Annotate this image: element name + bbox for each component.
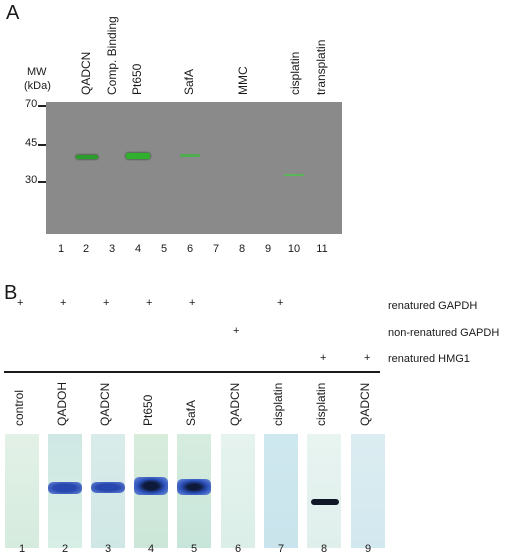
lane-number: 4 xyxy=(134,243,142,255)
lane-label-qadoh: QADOH xyxy=(55,381,69,426)
mw-unit-label: (kDa) xyxy=(24,80,51,92)
condition-renatured-hmg1: renatured HMG1 xyxy=(388,353,470,365)
panel-b-letter: B xyxy=(4,282,18,304)
lane-number: 4 xyxy=(147,543,155,555)
lane-number: 5 xyxy=(160,243,168,255)
blot-band-lane-6 xyxy=(180,154,200,157)
blot-band-lane-2 xyxy=(76,155,98,159)
gel-strip-4 xyxy=(134,434,168,548)
gel-strip-5 xyxy=(177,434,211,548)
lane-number: 2 xyxy=(82,243,90,255)
lane-number: 7 xyxy=(212,243,220,255)
gel-strip-3 xyxy=(91,434,125,548)
blot-band-lane-4 xyxy=(126,153,150,159)
lane-label-qadcn: QADCN xyxy=(358,382,372,426)
plus-sign: + xyxy=(17,297,24,309)
plus-sign: + xyxy=(146,297,153,309)
lane-label-cisplatin: cisplatin xyxy=(314,382,328,426)
mw-tick-70: 70 xyxy=(25,98,38,110)
condition-renatured-gapdh: renatured GAPDH xyxy=(388,300,478,312)
mw-tick-30: 30 xyxy=(25,174,38,186)
lane-number: 9 xyxy=(264,243,272,255)
lane-number: 6 xyxy=(234,543,242,555)
lane-number: 6 xyxy=(186,243,194,255)
lane-label-pt650: Pt650 xyxy=(141,394,155,426)
gel-band-lane-3 xyxy=(91,482,125,493)
lane-number: 8 xyxy=(320,543,328,555)
gel-strip-7 xyxy=(264,434,298,548)
plus-sign: + xyxy=(364,352,371,364)
plus-sign: + xyxy=(60,297,67,309)
gel-band-lane-2 xyxy=(48,482,82,494)
gel-band-lane-8 xyxy=(311,499,339,505)
panel-a-letter: A xyxy=(6,2,20,24)
gel-strip-2 xyxy=(48,434,82,548)
lane-number: 11 xyxy=(316,243,328,255)
mw-tick-mark-70 xyxy=(38,105,46,107)
lane-number: 3 xyxy=(108,243,116,255)
condition-non-renatured-gapdh: non-renatured GAPDH xyxy=(388,327,500,339)
mw-tick-45: 45 xyxy=(25,137,38,149)
blot-band-lane-10 xyxy=(284,174,304,176)
lane-label-control: control xyxy=(12,389,26,426)
lane-label-safa: SafA xyxy=(182,68,196,95)
gel-strip-6 xyxy=(221,434,255,548)
lane-number: 3 xyxy=(104,543,112,555)
panel-b-divider-line xyxy=(4,371,380,373)
lane-number: 1 xyxy=(57,243,65,255)
western-blot-membrane xyxy=(46,102,342,234)
lane-label-qadcn: QADCN xyxy=(228,382,242,426)
lane-label-comp-binding: Comp. Binding xyxy=(105,16,119,95)
lane-number: 5 xyxy=(190,543,198,555)
gel-band-lane-4 xyxy=(134,477,168,495)
plus-sign: + xyxy=(320,352,327,364)
gel-strip-8 xyxy=(307,434,341,548)
mw-tick-mark-45 xyxy=(38,144,46,146)
lane-label-safa: SafA xyxy=(184,399,198,426)
plus-sign: + xyxy=(189,297,196,309)
plus-sign: + xyxy=(277,297,284,309)
mw-label: MW xyxy=(27,66,47,78)
plus-sign: + xyxy=(103,297,110,309)
lane-number: 1 xyxy=(18,543,26,555)
lane-number: 9 xyxy=(364,543,372,555)
plus-sign: + xyxy=(233,325,240,337)
gel-band-lane-5 xyxy=(177,479,211,495)
gel-strip-1 xyxy=(5,434,39,548)
lane-label-cisplatin: cisplatin xyxy=(288,51,302,95)
lane-label-mmc: MMC xyxy=(236,66,250,95)
lane-number: 2 xyxy=(61,543,69,555)
mw-tick-mark-30 xyxy=(38,181,46,183)
lane-label-cisplatin: cisplatin xyxy=(271,382,285,426)
lane-label-qadcn: QADCN xyxy=(98,382,112,426)
lane-number: 7 xyxy=(277,543,285,555)
lane-label-pt650: Pt650 xyxy=(130,63,144,95)
lane-number: 8 xyxy=(238,243,246,255)
lane-label-transplatin: transplatin xyxy=(314,39,328,95)
gel-strip-9 xyxy=(351,434,385,548)
lane-number: 10 xyxy=(287,243,301,255)
lane-label-qadcn: QADCN xyxy=(79,51,93,95)
